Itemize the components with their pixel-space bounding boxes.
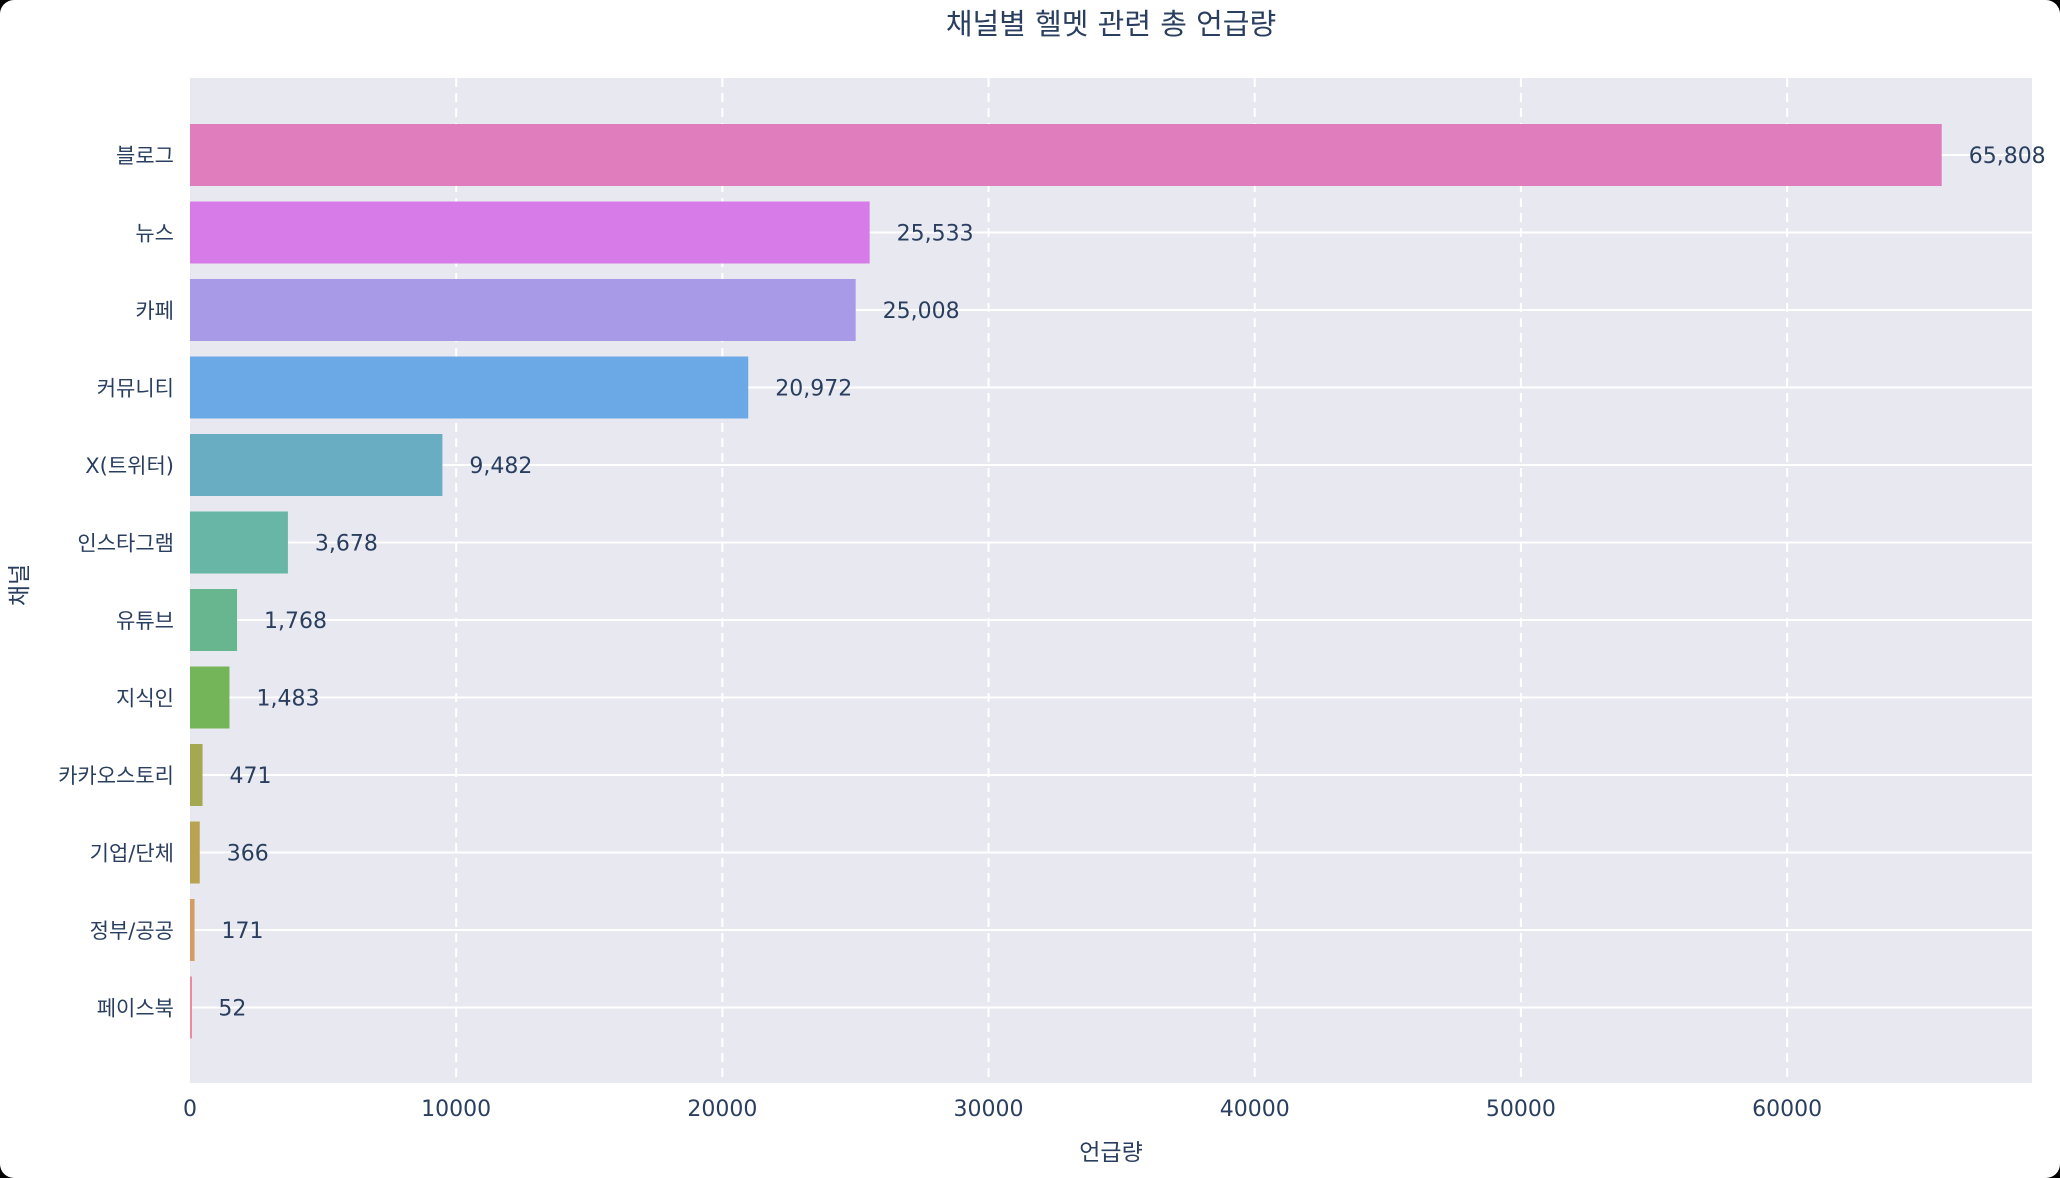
y-tick-label: X(트위터): [85, 454, 174, 478]
x-tick-label: 50000: [1486, 1097, 1556, 1122]
data-label: 52: [218, 997, 246, 1022]
data-label: 9,482: [469, 454, 532, 479]
data-label: 171: [222, 919, 264, 944]
bar: [190, 511, 288, 574]
data-label: 20,972: [775, 377, 852, 402]
y-tick-label: 카카오스토리: [58, 764, 174, 788]
x-axis-ticks: 0 10000 20000 30000 40000 50000 60000: [183, 1097, 1822, 1122]
y-tick-label: 기업/단체: [90, 842, 174, 866]
y-tick-label: 지식인: [116, 687, 174, 711]
data-label: 65,808: [1969, 144, 2046, 169]
data-label: 471: [230, 764, 272, 789]
y-tick-label: 블로그: [116, 144, 174, 168]
data-label: 3,678: [315, 532, 378, 557]
x-tick-label: 60000: [1752, 1097, 1822, 1122]
x-tick-label: 10000: [421, 1097, 491, 1122]
bar: [190, 434, 443, 496]
y-tick-label: 페이스북: [97, 997, 174, 1021]
data-labels: 65,808 25,533 25,008 20,972 9,482 3,678 1,768 1…: [218, 144, 2045, 1022]
bar: [190, 356, 749, 419]
data-label: 25,533: [897, 222, 974, 247]
y-tick-label: 뉴스: [135, 222, 174, 246]
x-tick-label: 0: [183, 1097, 197, 1122]
bar: [190, 201, 870, 264]
bar: [190, 279, 856, 341]
y-tick-label: 카페: [135, 299, 174, 323]
y-tick-label: 유튜브: [116, 609, 174, 633]
bar: [190, 976, 192, 1039]
y-axis-title: 채널: [7, 564, 33, 606]
chart-title: 채널별 헬멧 관련 총 언급량: [946, 7, 1276, 41]
y-tick-label: 정부/공공: [90, 919, 174, 943]
bars: [190, 124, 1942, 1039]
data-label: 366: [227, 842, 269, 867]
bar: [190, 666, 230, 729]
x-tick-label: 30000: [954, 1097, 1024, 1122]
y-tick-label: 커뮤니티: [97, 377, 174, 401]
data-label: 25,008: [883, 299, 960, 324]
data-label: 1,483: [256, 687, 319, 712]
bar: [190, 124, 1942, 186]
bar: [190, 589, 238, 651]
y-tick-label: 인스타그램: [77, 532, 174, 556]
bar: [190, 899, 195, 961]
data-label: 1,768: [264, 609, 327, 634]
bar: [190, 744, 203, 806]
x-tick-label: 40000: [1220, 1097, 1290, 1122]
bar: [190, 821, 200, 884]
x-axis-title: 언급량: [1079, 1140, 1142, 1166]
x-tick-label: 20000: [687, 1097, 757, 1122]
